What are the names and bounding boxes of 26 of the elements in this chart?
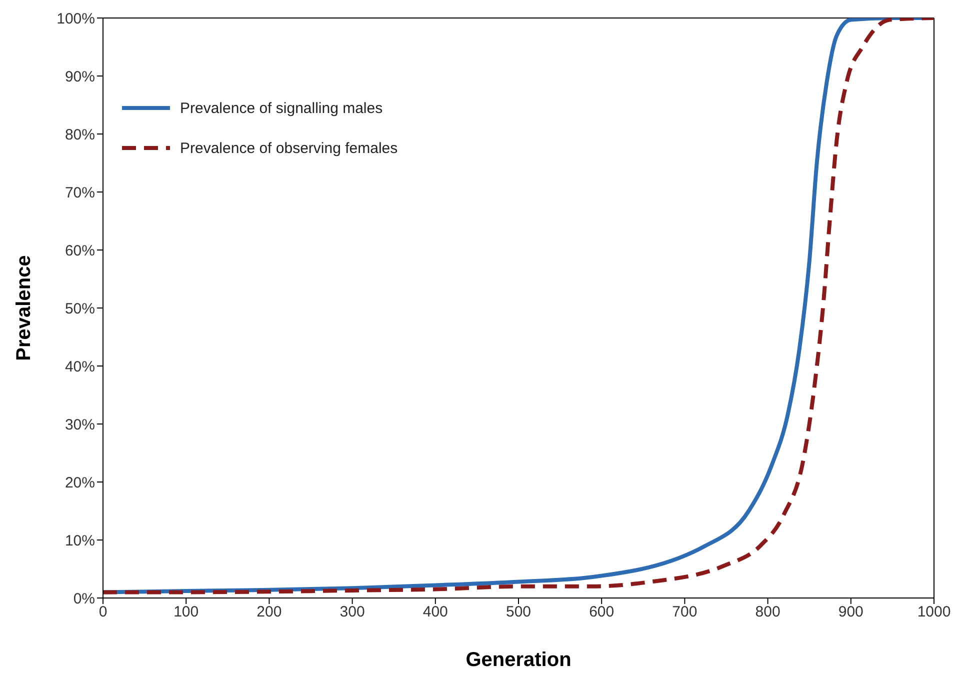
legend-label: Prevalence of observing females bbox=[180, 140, 398, 156]
y-tick-label: 10% bbox=[64, 532, 95, 550]
x-tick-label: 300 bbox=[340, 604, 365, 621]
x-tick-label: 200 bbox=[256, 604, 282, 621]
x-tick-label: 700 bbox=[672, 604, 698, 621]
y-tick-label: 80% bbox=[64, 126, 95, 144]
y-tick-label: 20% bbox=[64, 474, 95, 492]
x-tick-label: 500 bbox=[506, 604, 532, 621]
y-tick-label: 50% bbox=[64, 300, 95, 318]
x-tick-label: 800 bbox=[755, 604, 780, 621]
x-tick-label: 900 bbox=[838, 604, 864, 621]
y-axis-title: Prevalence bbox=[13, 255, 36, 361]
x-tick-label: 400 bbox=[422, 604, 448, 621]
x-tick-label: 100 bbox=[174, 604, 199, 621]
x-tick-label: 0 bbox=[98, 604, 108, 621]
y-tick-label: 100% bbox=[56, 10, 95, 28]
legend-label: Prevalence of signalling males bbox=[180, 100, 383, 116]
y-tick-label: 40% bbox=[64, 358, 95, 376]
y-tick-label: 30% bbox=[64, 416, 95, 434]
x-tick-label: 1000 bbox=[917, 604, 951, 621]
y-tick-label: 60% bbox=[64, 242, 95, 260]
y-tick-label: 90% bbox=[64, 68, 95, 86]
x-axis-title: Generation bbox=[466, 649, 572, 671]
y-tick-label: 0% bbox=[73, 590, 95, 608]
x-tick-label: 600 bbox=[589, 604, 614, 621]
y-tick-label: 70% bbox=[64, 184, 95, 202]
